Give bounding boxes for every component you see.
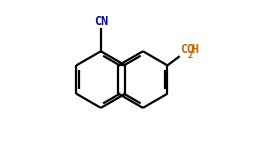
Text: 2: 2 [188, 51, 193, 60]
Text: H: H [191, 43, 198, 56]
Text: CN: CN [94, 15, 108, 28]
Text: CO: CO [180, 43, 195, 56]
